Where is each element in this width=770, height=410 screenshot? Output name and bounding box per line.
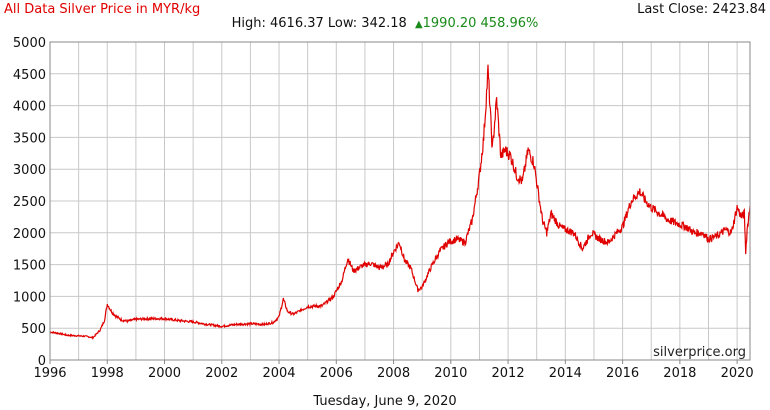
y-axis: 0 500 1000 1500 2000 2500 3000 3500 4000 4500 5000	[13, 36, 46, 369]
y-tick-label: 5000	[13, 36, 46, 51]
low-value: Low: 342.18	[327, 16, 407, 31]
plot-border	[49, 41, 751, 361]
y-tick-label: 500	[21, 322, 46, 337]
stats-line: High: 4616.37 Low: 342.18 ▲1990.20 458.9…	[0, 16, 770, 31]
chart-title: All Data Silver Price in MYR/kg	[4, 2, 201, 17]
change-value: 1990.20 458.96%	[422, 16, 539, 31]
y-tick-label: 3000	[13, 163, 46, 178]
x-tick-label: 2008	[377, 366, 410, 381]
watermark: silverprice.org	[653, 345, 746, 360]
y-tick-label: 0	[38, 354, 46, 369]
y-tick-label: 3500	[13, 131, 46, 146]
y-tick-label: 1000	[13, 290, 46, 305]
x-tick-label: 2006	[320, 366, 353, 381]
y-tick-label: 2500	[13, 195, 46, 210]
x-tick-label: 2010	[434, 366, 467, 381]
x-tick-label: 2020	[721, 366, 754, 381]
up-arrow-icon: ▲	[414, 19, 423, 30]
x-tick-label: 2002	[205, 366, 238, 381]
x-tick-label: 1996	[33, 366, 66, 381]
x-tick-label: 2012	[492, 366, 525, 381]
x-tick-label: 2016	[606, 366, 639, 381]
x-tick-label: 1998	[91, 366, 124, 381]
x-axis: 1996 1998 2000 2002 2004 2006 2008 2010 2012 2014…	[33, 360, 754, 381]
y-tick-label: 4000	[13, 100, 46, 115]
y-tick-label: 1500	[13, 259, 46, 274]
y-tick-label: 4500	[13, 68, 46, 83]
footer-date: Tuesday, June 9, 2020	[313, 394, 457, 409]
x-tick-label: 2018	[663, 366, 696, 381]
high-value: High: 4616.37	[231, 16, 324, 31]
x-tick-label: 2014	[549, 366, 582, 381]
y-tick-label: 2000	[13, 227, 46, 242]
price-line	[49, 64, 751, 341]
x-tick-label: 2000	[148, 366, 181, 381]
x-tick-label: 2004	[262, 366, 295, 381]
last-close-value: Last Close: 2423.84	[637, 2, 766, 17]
